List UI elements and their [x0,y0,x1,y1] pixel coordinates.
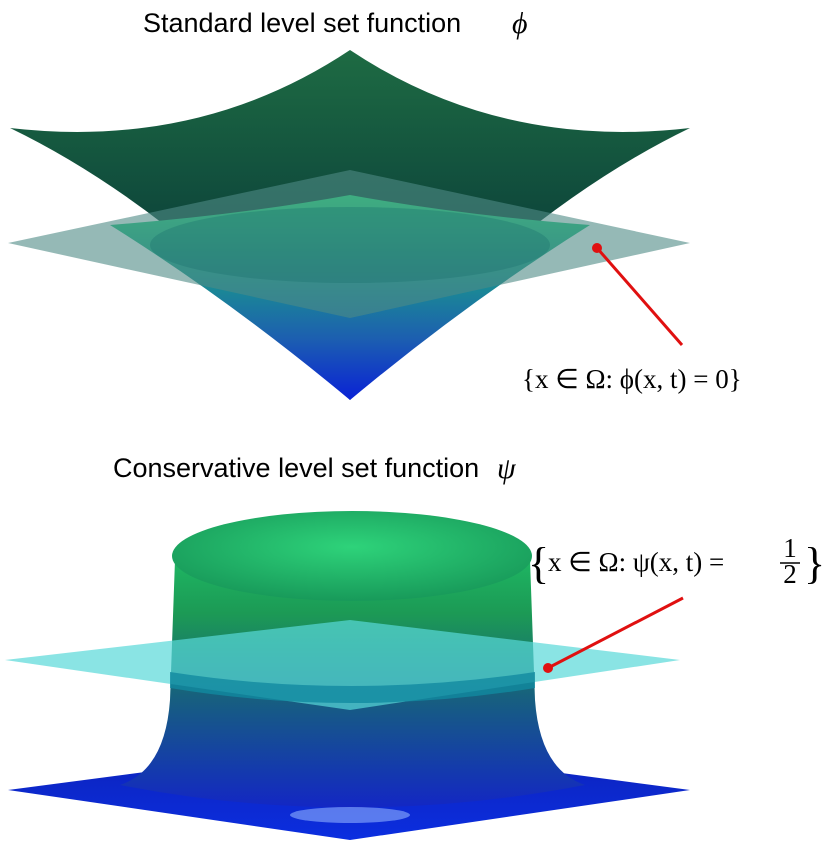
top-symbol: ϕ [512,7,528,40]
cylinder-cap [172,511,532,601]
fraction-denominator: 2 [783,559,797,589]
brace: { [528,539,549,588]
pointer-dot [543,663,553,673]
top-title: Standard level set function [143,8,461,38]
bottom-annotation: x ∈ Ω: ψ(x, t) = [548,547,724,577]
pointer-dot [592,243,602,253]
pointer-line [597,248,682,345]
figure: Standard level set function ϕ {x ∈ Ω: ϕ(… [0,0,830,845]
highlight [290,807,410,823]
brace: } [804,539,825,588]
top-annotation: {x ∈ Ω: ϕ(x, t) = 0} [522,364,742,394]
bottom-symbol: ψ [497,452,517,485]
bottom-title: Conservative level set function [113,453,479,483]
zero-contour [150,207,550,283]
